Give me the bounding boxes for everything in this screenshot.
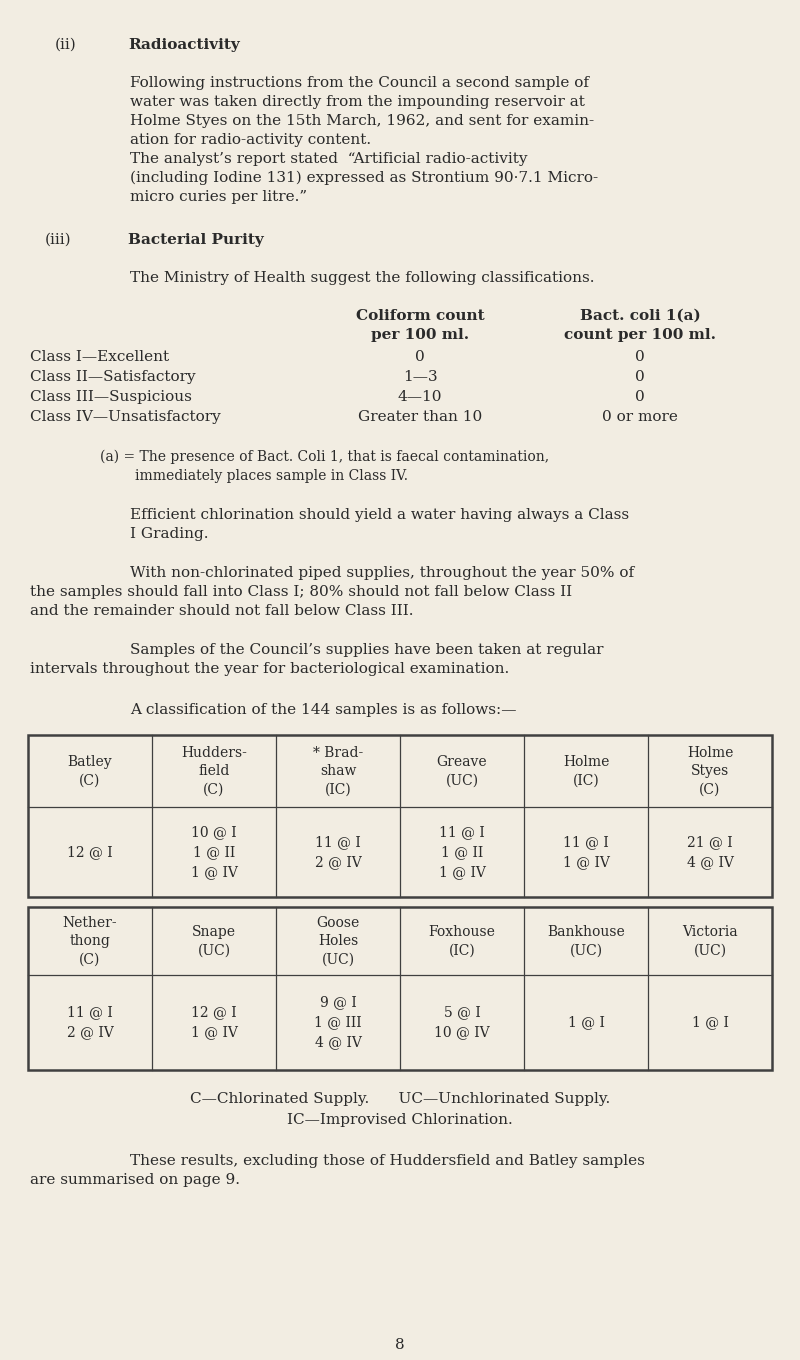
Text: and the remainder should not fall below Class III.: and the remainder should not fall below … xyxy=(30,604,414,617)
Text: Batley
(C): Batley (C) xyxy=(68,755,112,787)
Text: count per 100 ml.: count per 100 ml. xyxy=(564,328,716,341)
Text: intervals throughout the year for bacteriological examination.: intervals throughout the year for bacter… xyxy=(30,662,510,676)
Text: 0: 0 xyxy=(635,350,645,364)
Text: water was taken directly from the impounding reservoir at: water was taken directly from the impoun… xyxy=(130,95,585,109)
Text: 9 @ I
1 @ III
4 @ IV: 9 @ I 1 @ III 4 @ IV xyxy=(314,996,362,1050)
Text: A classification of the 144 samples is as follows:—: A classification of the 144 samples is a… xyxy=(130,703,517,717)
Text: Class IV—Unsatisfactory: Class IV—Unsatisfactory xyxy=(30,409,221,424)
Text: Holme
Styes
(C): Holme Styes (C) xyxy=(687,745,733,797)
Text: Holme Styes on the 15th March, 1962, and sent for examin-: Holme Styes on the 15th March, 1962, and… xyxy=(130,114,594,128)
Text: the samples should fall into Class I; 80% should not fall below Class II: the samples should fall into Class I; 80… xyxy=(30,585,572,598)
Text: 0: 0 xyxy=(635,370,645,384)
Text: IC—Improvised Chlorination.: IC—Improvised Chlorination. xyxy=(287,1112,513,1127)
Text: (a) = The presence of Bact. Coli 1, that is faecal contamination,: (a) = The presence of Bact. Coli 1, that… xyxy=(100,450,549,464)
Text: Bacterial Purity: Bacterial Purity xyxy=(128,233,264,248)
Text: 0: 0 xyxy=(415,350,425,364)
Text: Goose
Holes
(UC): Goose Holes (UC) xyxy=(316,915,360,967)
Text: Class II—Satisfactory: Class II—Satisfactory xyxy=(30,370,196,384)
Text: With non-chlorinated piped supplies, throughout the year 50% of: With non-chlorinated piped supplies, thr… xyxy=(130,566,634,579)
Text: These results, excluding those of Huddersfield and Batley samples: These results, excluding those of Hudder… xyxy=(130,1155,645,1168)
Bar xyxy=(28,734,772,898)
Text: ation for radio-activity content.: ation for radio-activity content. xyxy=(130,133,371,147)
Text: are summarised on page 9.: are summarised on page 9. xyxy=(30,1172,240,1187)
Text: 11 @ I
2 @ IV: 11 @ I 2 @ IV xyxy=(314,835,362,869)
Text: Bact. coli 1(a): Bact. coli 1(a) xyxy=(580,309,700,324)
Text: 0 or more: 0 or more xyxy=(602,409,678,424)
Text: 12 @ I: 12 @ I xyxy=(67,845,113,860)
Text: Coliform count: Coliform count xyxy=(356,309,484,324)
Text: 11 @ I
1 @ II
1 @ IV: 11 @ I 1 @ II 1 @ IV xyxy=(438,826,486,879)
Text: Radioactivity: Radioactivity xyxy=(128,38,240,52)
Text: 4—10: 4—10 xyxy=(398,390,442,404)
Text: Class I—Excellent: Class I—Excellent xyxy=(30,350,169,364)
Text: 12 @ I
1 @ IV: 12 @ I 1 @ IV xyxy=(190,1005,238,1039)
Text: Snape
(UC): Snape (UC) xyxy=(192,925,236,957)
Text: 1 @ I: 1 @ I xyxy=(567,1016,605,1030)
Text: Bankhouse
(UC): Bankhouse (UC) xyxy=(547,925,625,957)
Text: C—Chlorinated Supply.      UC—Unchlorinated Supply.: C—Chlorinated Supply. UC—Unchlorinated S… xyxy=(190,1092,610,1106)
Text: 11 @ I
1 @ IV: 11 @ I 1 @ IV xyxy=(562,835,610,869)
Text: Following instructions from the Council a second sample of: Following instructions from the Council … xyxy=(130,76,589,90)
Text: Victoria
(UC): Victoria (UC) xyxy=(682,925,738,957)
Text: (including Iodine 131) expressed as Strontium 90·7.1 Micro-: (including Iodine 131) expressed as Stro… xyxy=(130,171,598,185)
Text: The analyst’s report stated  “Artificial radio-activity: The analyst’s report stated “Artificial … xyxy=(130,152,527,166)
Text: per 100 ml.: per 100 ml. xyxy=(371,328,469,341)
Bar xyxy=(28,907,772,1070)
Text: (iii): (iii) xyxy=(45,233,72,248)
Text: 8: 8 xyxy=(395,1338,405,1352)
Text: 10 @ I
1 @ II
1 @ IV: 10 @ I 1 @ II 1 @ IV xyxy=(190,826,238,879)
Text: I Grading.: I Grading. xyxy=(130,526,209,541)
Text: 11 @ I
2 @ IV: 11 @ I 2 @ IV xyxy=(66,1005,114,1039)
Text: Nether-
thong
(C): Nether- thong (C) xyxy=(62,915,118,967)
Text: Greave
(UC): Greave (UC) xyxy=(437,755,487,787)
Text: Efficient chlorination should yield a water having always a Class: Efficient chlorination should yield a wa… xyxy=(130,509,629,522)
Text: 1 @ I: 1 @ I xyxy=(691,1016,729,1030)
Text: immediately places sample in Class IV.: immediately places sample in Class IV. xyxy=(100,469,408,483)
Text: Samples of the Council’s supplies have been taken at regular: Samples of the Council’s supplies have b… xyxy=(130,643,603,657)
Text: (ii): (ii) xyxy=(55,38,77,52)
Text: 21 @ I
4 @ IV: 21 @ I 4 @ IV xyxy=(686,835,734,869)
Text: micro curies per litre.”: micro curies per litre.” xyxy=(130,190,307,204)
Text: The Ministry of Health suggest the following classifications.: The Ministry of Health suggest the follo… xyxy=(130,271,594,286)
Text: 5 @ I
10 @ IV: 5 @ I 10 @ IV xyxy=(434,1005,490,1039)
Text: Hudders-
field
(C): Hudders- field (C) xyxy=(181,745,247,797)
Text: Foxhouse
(IC): Foxhouse (IC) xyxy=(429,925,495,957)
Text: Class III—Suspicious: Class III—Suspicious xyxy=(30,390,192,404)
Text: Holme
(IC): Holme (IC) xyxy=(563,755,609,787)
Text: 1—3: 1—3 xyxy=(402,370,438,384)
Text: * Brad-
shaw
(IC): * Brad- shaw (IC) xyxy=(313,745,363,797)
Text: 0: 0 xyxy=(635,390,645,404)
Text: Greater than 10: Greater than 10 xyxy=(358,409,482,424)
